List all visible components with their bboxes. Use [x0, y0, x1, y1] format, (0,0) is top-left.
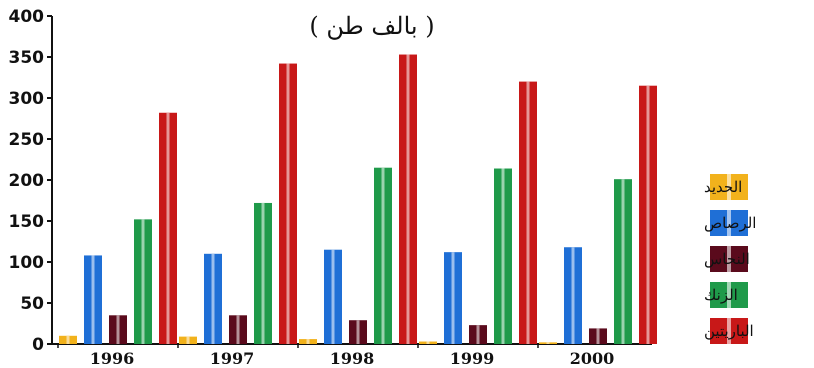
bar-highlight	[91, 255, 95, 344]
legend-swatch-highlight	[727, 210, 731, 236]
legend-swatch-highlight	[727, 318, 731, 344]
bar	[324, 249, 342, 344]
x-tick-label: 1998	[330, 349, 375, 368]
legend-item: الباريتين	[704, 318, 754, 344]
bar	[349, 320, 367, 344]
bar-highlight	[286, 63, 290, 345]
bar	[84, 255, 102, 344]
bar	[639, 85, 657, 344]
legend-label: الباريتين	[704, 322, 754, 340]
bar-highlight	[571, 247, 575, 344]
bar	[179, 336, 197, 344]
bar-highlight	[261, 202, 265, 344]
bar-highlight	[476, 325, 480, 344]
bar	[109, 315, 127, 344]
bar-highlight	[306, 339, 310, 344]
bar-highlight	[331, 249, 335, 344]
bar	[419, 341, 437, 344]
bar-highlight	[546, 342, 550, 344]
bar	[229, 315, 247, 344]
bar-highlight	[501, 168, 505, 344]
bar-highlight	[526, 81, 530, 344]
bar-highlight	[406, 54, 410, 344]
bar-highlight	[596, 328, 600, 344]
bar	[299, 339, 317, 344]
bar	[159, 112, 177, 344]
bar	[279, 63, 297, 345]
bar	[399, 54, 417, 344]
bar-highlight	[211, 253, 215, 344]
legend-label: الحديد	[704, 178, 742, 196]
y-tick-label: 200	[9, 171, 45, 191]
bar-highlight	[116, 315, 120, 344]
bar-highlight	[66, 335, 70, 344]
y-axis: 0 50 100 150 200 250 300 350 400	[9, 7, 53, 355]
bar-highlight	[426, 341, 430, 344]
legend-swatch-highlight	[727, 246, 731, 272]
bar-highlight	[356, 320, 360, 344]
legend-item: النحاس	[704, 246, 750, 272]
x-tick-label: 1999	[450, 349, 495, 368]
x-tick-label: 1996	[90, 349, 135, 368]
legend-label: الرصاص	[704, 214, 756, 232]
bar-highlight	[166, 112, 170, 344]
y-tick-label: 50	[20, 294, 44, 314]
legend-label: الزنك	[704, 286, 738, 304]
y-tick-label: 250	[9, 130, 45, 150]
bar-highlight	[236, 315, 240, 344]
x-axis: 1996 1997 1998 1999 2000	[52, 343, 652, 368]
bar	[254, 202, 272, 344]
bar-highlight	[451, 252, 455, 344]
bar	[564, 247, 582, 344]
y-tick-label: 300	[9, 89, 45, 109]
bar	[589, 328, 607, 344]
bar	[539, 342, 557, 344]
bar	[519, 81, 537, 344]
y-tick-label: 100	[9, 253, 45, 273]
y-tick-label: 150	[9, 212, 45, 232]
x-tick-label: 2000	[570, 349, 615, 368]
bar	[374, 167, 392, 344]
bars	[59, 54, 657, 345]
bar	[134, 219, 152, 344]
x-tick-label: 1997	[210, 349, 255, 368]
bar	[59, 335, 77, 344]
bar	[204, 253, 222, 344]
bar-highlight	[621, 179, 625, 344]
bar-highlight	[646, 85, 650, 344]
legend-item: الحديد	[704, 174, 748, 200]
bar-highlight	[381, 167, 385, 344]
y-tick-label: 350	[9, 48, 45, 68]
legend-label: النحاس	[704, 250, 750, 268]
legend-item: الرصاص	[704, 210, 756, 236]
bar	[444, 252, 462, 344]
legend-swatch-highlight	[727, 282, 731, 308]
chart-title: ( بالف طن )	[309, 12, 434, 40]
bar	[469, 325, 487, 344]
bar-highlight	[141, 219, 145, 344]
legend-item: الزنك	[704, 282, 748, 308]
bar-highlight	[186, 336, 190, 344]
legend: الحديد الرصاص النحاس الزنك الباريتين	[704, 174, 756, 344]
legend-swatch-highlight	[727, 174, 731, 200]
bar	[494, 168, 512, 344]
y-tick-label: 400	[9, 7, 45, 27]
bar	[614, 179, 632, 344]
y-tick-label: 0	[32, 335, 44, 355]
